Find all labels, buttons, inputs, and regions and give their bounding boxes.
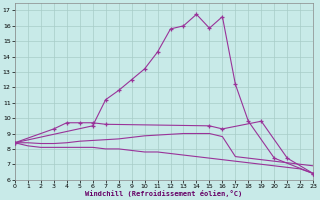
X-axis label: Windchill (Refroidissement éolien,°C): Windchill (Refroidissement éolien,°C): [85, 190, 243, 197]
